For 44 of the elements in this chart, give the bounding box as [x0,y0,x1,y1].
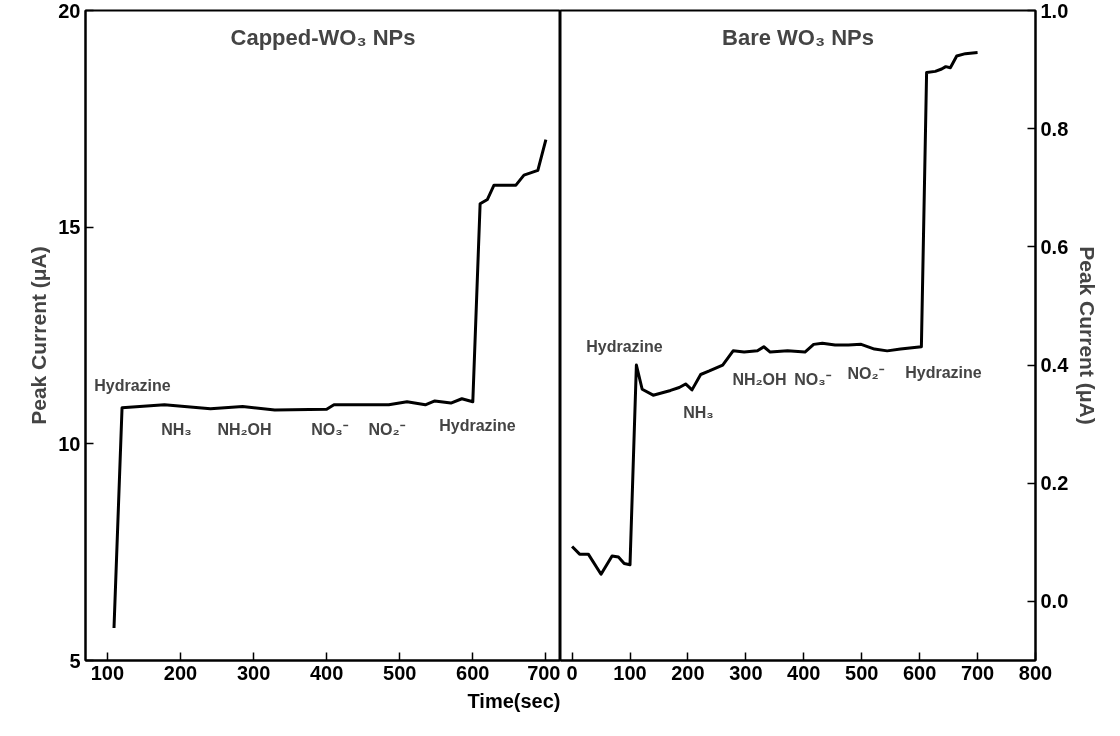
y-tick-label: 0.4 [1040,354,1070,377]
x-tick-label: 800 [1018,661,1053,684]
x-tick-label: 200 [671,661,705,684]
text: Bare WO₃ NPs [722,24,874,50]
annotation: Hydrazine [439,417,516,434]
y-tick-label: 0.0 [1040,590,1069,613]
x-tick-label: 700 [960,661,995,684]
y-axis-title: Peak Current (μA) [27,246,51,425]
x-tick-label: 700 [527,661,561,684]
x-tick-label: 100 [90,661,125,684]
y-tick-label: 0.2 [1040,472,1069,495]
annotation: NO₃⁻ [311,421,349,438]
y-tick-label: 5 [69,649,81,672]
annotation: Hydrazine [586,338,663,355]
annotation: NH₂OH [732,371,787,388]
y-tick-label: 1.0 [1040,0,1069,22]
y-tick-label: 0.8 [1040,117,1069,140]
x-tick-label: 300 [236,661,271,684]
x-tick-label: 600 [456,661,490,684]
annotation: NH₂OH [217,421,272,438]
x-tick-label: 100 [613,661,647,684]
line-series [570,50,980,576]
annotation: NH₃ [161,421,192,438]
x-tick-label: 600 [902,661,937,684]
x-tick-label: 200 [163,661,198,684]
annotation: NO₂⁻ [368,421,406,438]
x-tick-label: 400 [309,661,344,684]
y-axis-title: Peak Current (μA) [1076,246,1100,425]
text: Capped-WO₃ NPs [230,24,416,50]
x-tick-label: 500 [845,661,879,684]
x-tick-label: 0 [566,661,578,684]
y-tick-label: 0.6 [1040,235,1069,258]
y-tick-label: 20 [58,0,81,22]
x-axis-title: Time(sec) [467,689,561,712]
x-tick-label: 500 [383,661,417,684]
y-tick-label: 15 [58,216,81,239]
annotation: NH₃ [683,404,714,421]
x-tick-label: 300 [729,661,763,684]
annotation: Hydrazine [94,377,171,394]
x-tick-label: 400 [787,661,821,684]
annotation: NO₃⁻ [794,371,832,388]
annotation: NO₂⁻ [847,365,885,382]
annotation: Hydrazine [905,364,982,381]
y-tick-label: 10 [58,432,81,455]
